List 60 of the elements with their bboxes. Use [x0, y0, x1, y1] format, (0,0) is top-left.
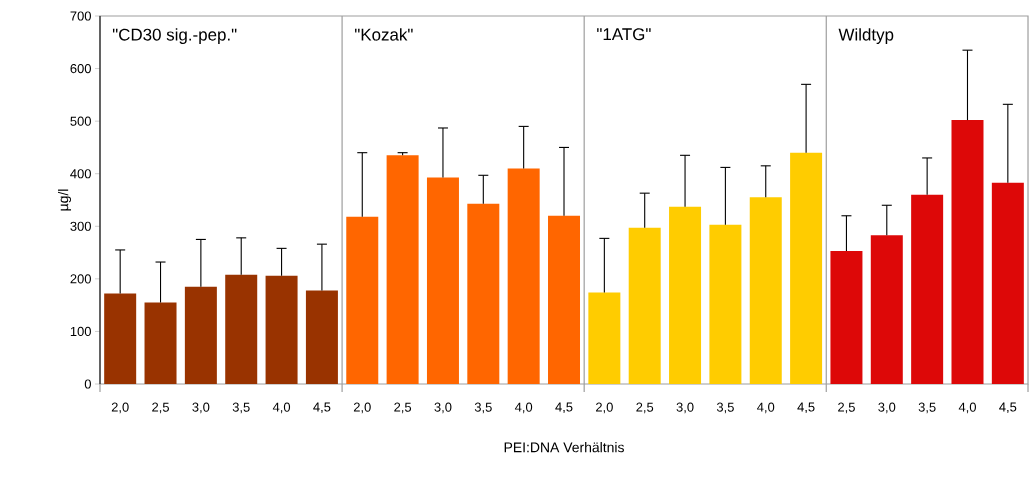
x-tick-label: 3,5 — [232, 402, 250, 414]
x-tick-label: 3,5 — [474, 402, 492, 414]
bar — [669, 206, 702, 384]
bar — [588, 292, 621, 384]
bar — [790, 152, 823, 384]
annotation: Wildtyp — [838, 28, 894, 44]
y-tick-label: 700 — [70, 11, 91, 21]
bar — [386, 155, 419, 384]
bar — [144, 302, 177, 384]
x-tick-label: 3,0 — [676, 402, 694, 414]
y-tick-label: 0 — [84, 379, 91, 389]
x-tick-label: 3,0 — [192, 402, 210, 414]
x-tick-label: 2,0 — [111, 402, 129, 414]
x-tick-label: 2,0 — [353, 402, 371, 414]
x-tick-label: 2,5 — [394, 402, 412, 414]
bar — [628, 227, 661, 384]
x-tick-label: 2,0 — [596, 402, 613, 414]
bar — [548, 215, 581, 384]
bar — [507, 168, 540, 384]
x-tick-label: 3,5 — [716, 402, 734, 414]
bar — [104, 293, 137, 384]
x-tick-label: 4,5 — [797, 402, 815, 414]
annotation: "CD30 sig.-pep." — [112, 28, 237, 44]
bar — [426, 177, 459, 384]
annotation: "Kozak" — [355, 28, 413, 41]
y-tick-label: 100 — [70, 326, 91, 337]
y-tick-label: 600 — [70, 63, 91, 74]
x-tick-label: 3,0 — [434, 402, 452, 414]
annotation: "1ATG" — [597, 28, 651, 41]
bar — [346, 216, 379, 384]
y-tick-label: 300 — [70, 221, 91, 231]
bar — [951, 120, 984, 384]
y-tick-label: 500 — [70, 116, 91, 126]
y-tick-label: 200 — [70, 274, 91, 284]
x-tick-label: 4,5 — [999, 402, 1017, 414]
x-tick-label: 4,5 — [555, 402, 573, 414]
x-tick-label: 2,5 — [636, 402, 654, 414]
bar — [265, 275, 298, 384]
x-tick-label: 4,0 — [514, 402, 533, 414]
y-axis-title: µg/l — [58, 189, 72, 211]
bar — [911, 194, 944, 384]
x-tick-label: 3,0 — [878, 402, 896, 414]
x-tick-label: 4,0 — [958, 402, 976, 414]
bar — [709, 224, 742, 384]
x-axis-title: PEI:DNA Verhältnis — [504, 442, 624, 453]
bar — [184, 286, 217, 384]
x-tick-label: 3,5 — [918, 402, 936, 414]
x-tick-label: 4,0 — [272, 402, 291, 414]
bar — [991, 182, 1024, 384]
bar — [467, 203, 500, 384]
bar — [830, 251, 863, 384]
x-tick-label: 2,5 — [152, 402, 169, 414]
bar — [749, 197, 782, 384]
x-tick-label: 4,5 — [313, 402, 331, 414]
y-tick-label: 400 — [70, 169, 91, 179]
x-tick-label: 2,5 — [838, 402, 855, 414]
x-tick-label: 4,0 — [757, 402, 775, 414]
bar — [305, 290, 338, 384]
bar — [870, 235, 903, 384]
bar — [225, 274, 258, 384]
